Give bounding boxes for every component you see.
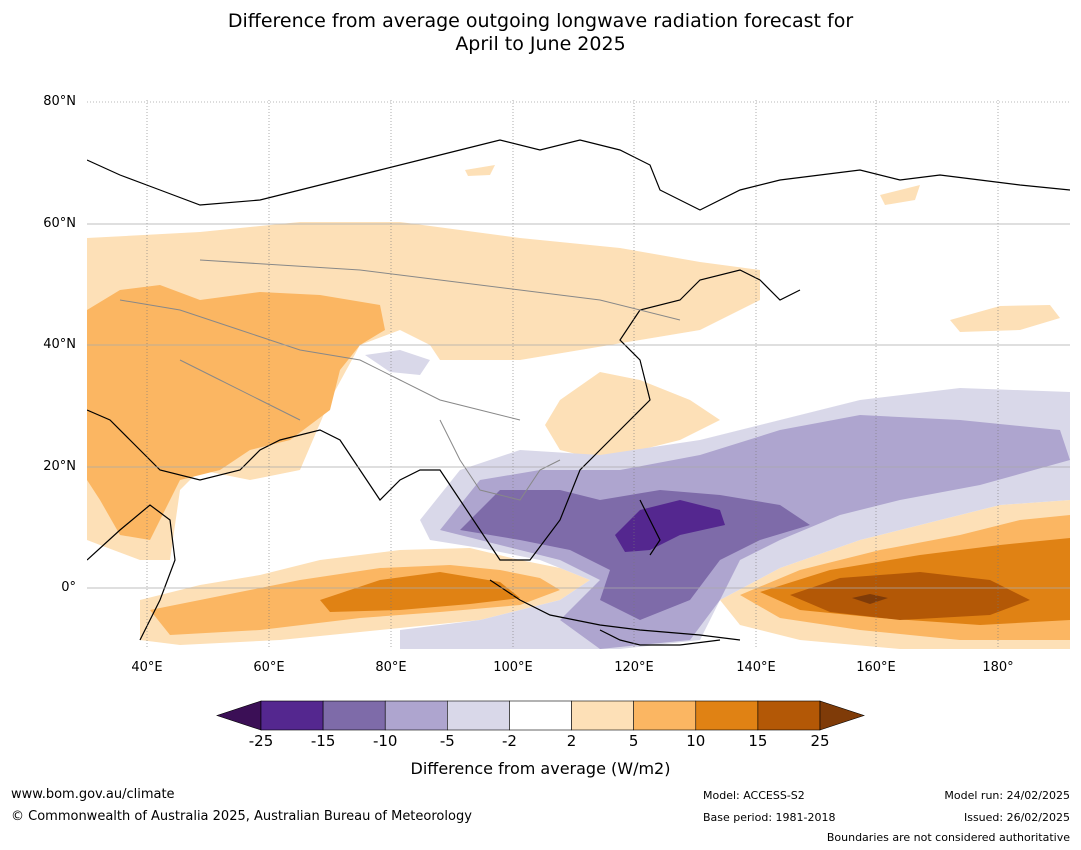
lon-label-180: 180° <box>982 660 1014 675</box>
colorbar-tick-label: 10 <box>686 732 706 750</box>
colorbar-tick-label: 25 <box>810 732 830 750</box>
coastlines <box>87 139 1070 646</box>
anomaly-negative-15-25 <box>615 500 725 552</box>
anomaly-positive-5-10-asia <box>87 285 385 540</box>
longitude-gridlines <box>87 100 1070 649</box>
anomaly-negative-5-10-tibet <box>365 350 430 375</box>
colorbar-tick-label: -5 <box>439 732 455 750</box>
footer-url[interactable]: www.bom.gov.au/climate <box>11 787 175 802</box>
footer-model-run: Model run: 24/02/2025 <box>944 789 1070 802</box>
anomaly-positive-15-25-east-pacific <box>790 572 1030 620</box>
lat-label-80n: 80°N <box>43 94 76 109</box>
footer-base-period: Base period: 1981-2018 <box>703 811 836 824</box>
footer-disclaimer: Boundaries are not considered authoritat… <box>826 831 1070 844</box>
lon-label-40e: 40°E <box>131 660 163 675</box>
lat-label-40n: 40°N <box>43 337 76 352</box>
colorbar-tick-label: -10 <box>372 732 398 750</box>
map-plot-area <box>87 100 1070 649</box>
anomaly-positive-2-5-china <box>545 372 720 460</box>
latitude-gridlines <box>87 223 1070 589</box>
lat-label-20n: 20°N <box>43 459 76 474</box>
lon-label-160e: 160°E <box>856 660 896 675</box>
footer-issued: Issued: 26/02/2025 <box>963 811 1070 824</box>
title-line-1: Difference from average outgoing longwav… <box>227 10 854 32</box>
country-borders <box>119 259 681 501</box>
colorbar-tick-label: -15 <box>310 732 336 750</box>
anomaly-positive-10-15-equator <box>320 572 520 612</box>
lat-label-60n: 60°N <box>43 216 76 231</box>
anomaly-positive-2-5-pacific-small <box>880 185 920 205</box>
lat-label-0: 0° <box>61 580 76 595</box>
anomaly-positive-25-east-pacific <box>852 594 888 604</box>
colorbar-tick-label: -25 <box>248 732 274 750</box>
colorbar-label: Difference from average (W/m2) <box>410 759 671 778</box>
anomaly-positive-2-5-pacific <box>950 305 1060 332</box>
map-title: Difference from average outgoing longwav… <box>0 10 1081 56</box>
footer-copyright: © Commonwealth of Australia 2025, Austra… <box>11 809 472 824</box>
colorbar-tick-label: -2 <box>501 732 517 750</box>
colorbar-tick-label: 2 <box>566 732 577 750</box>
colorbar-tick-label: 5 <box>628 732 639 750</box>
lon-label-140e: 140°E <box>736 660 776 675</box>
lon-label-100e: 100°E <box>493 660 533 675</box>
footer-model: Model: ACCESS-S2 <box>703 789 805 802</box>
title-line-2: April to June 2025 <box>455 33 626 55</box>
lon-label-60e: 60°E <box>253 660 285 675</box>
lon-label-80e: 80°E <box>375 660 407 675</box>
anomaly-positive-2-5-siberia <box>465 165 495 176</box>
lon-label-120e: 120°E <box>614 660 654 675</box>
colorbar-tick-label: 15 <box>748 732 768 750</box>
